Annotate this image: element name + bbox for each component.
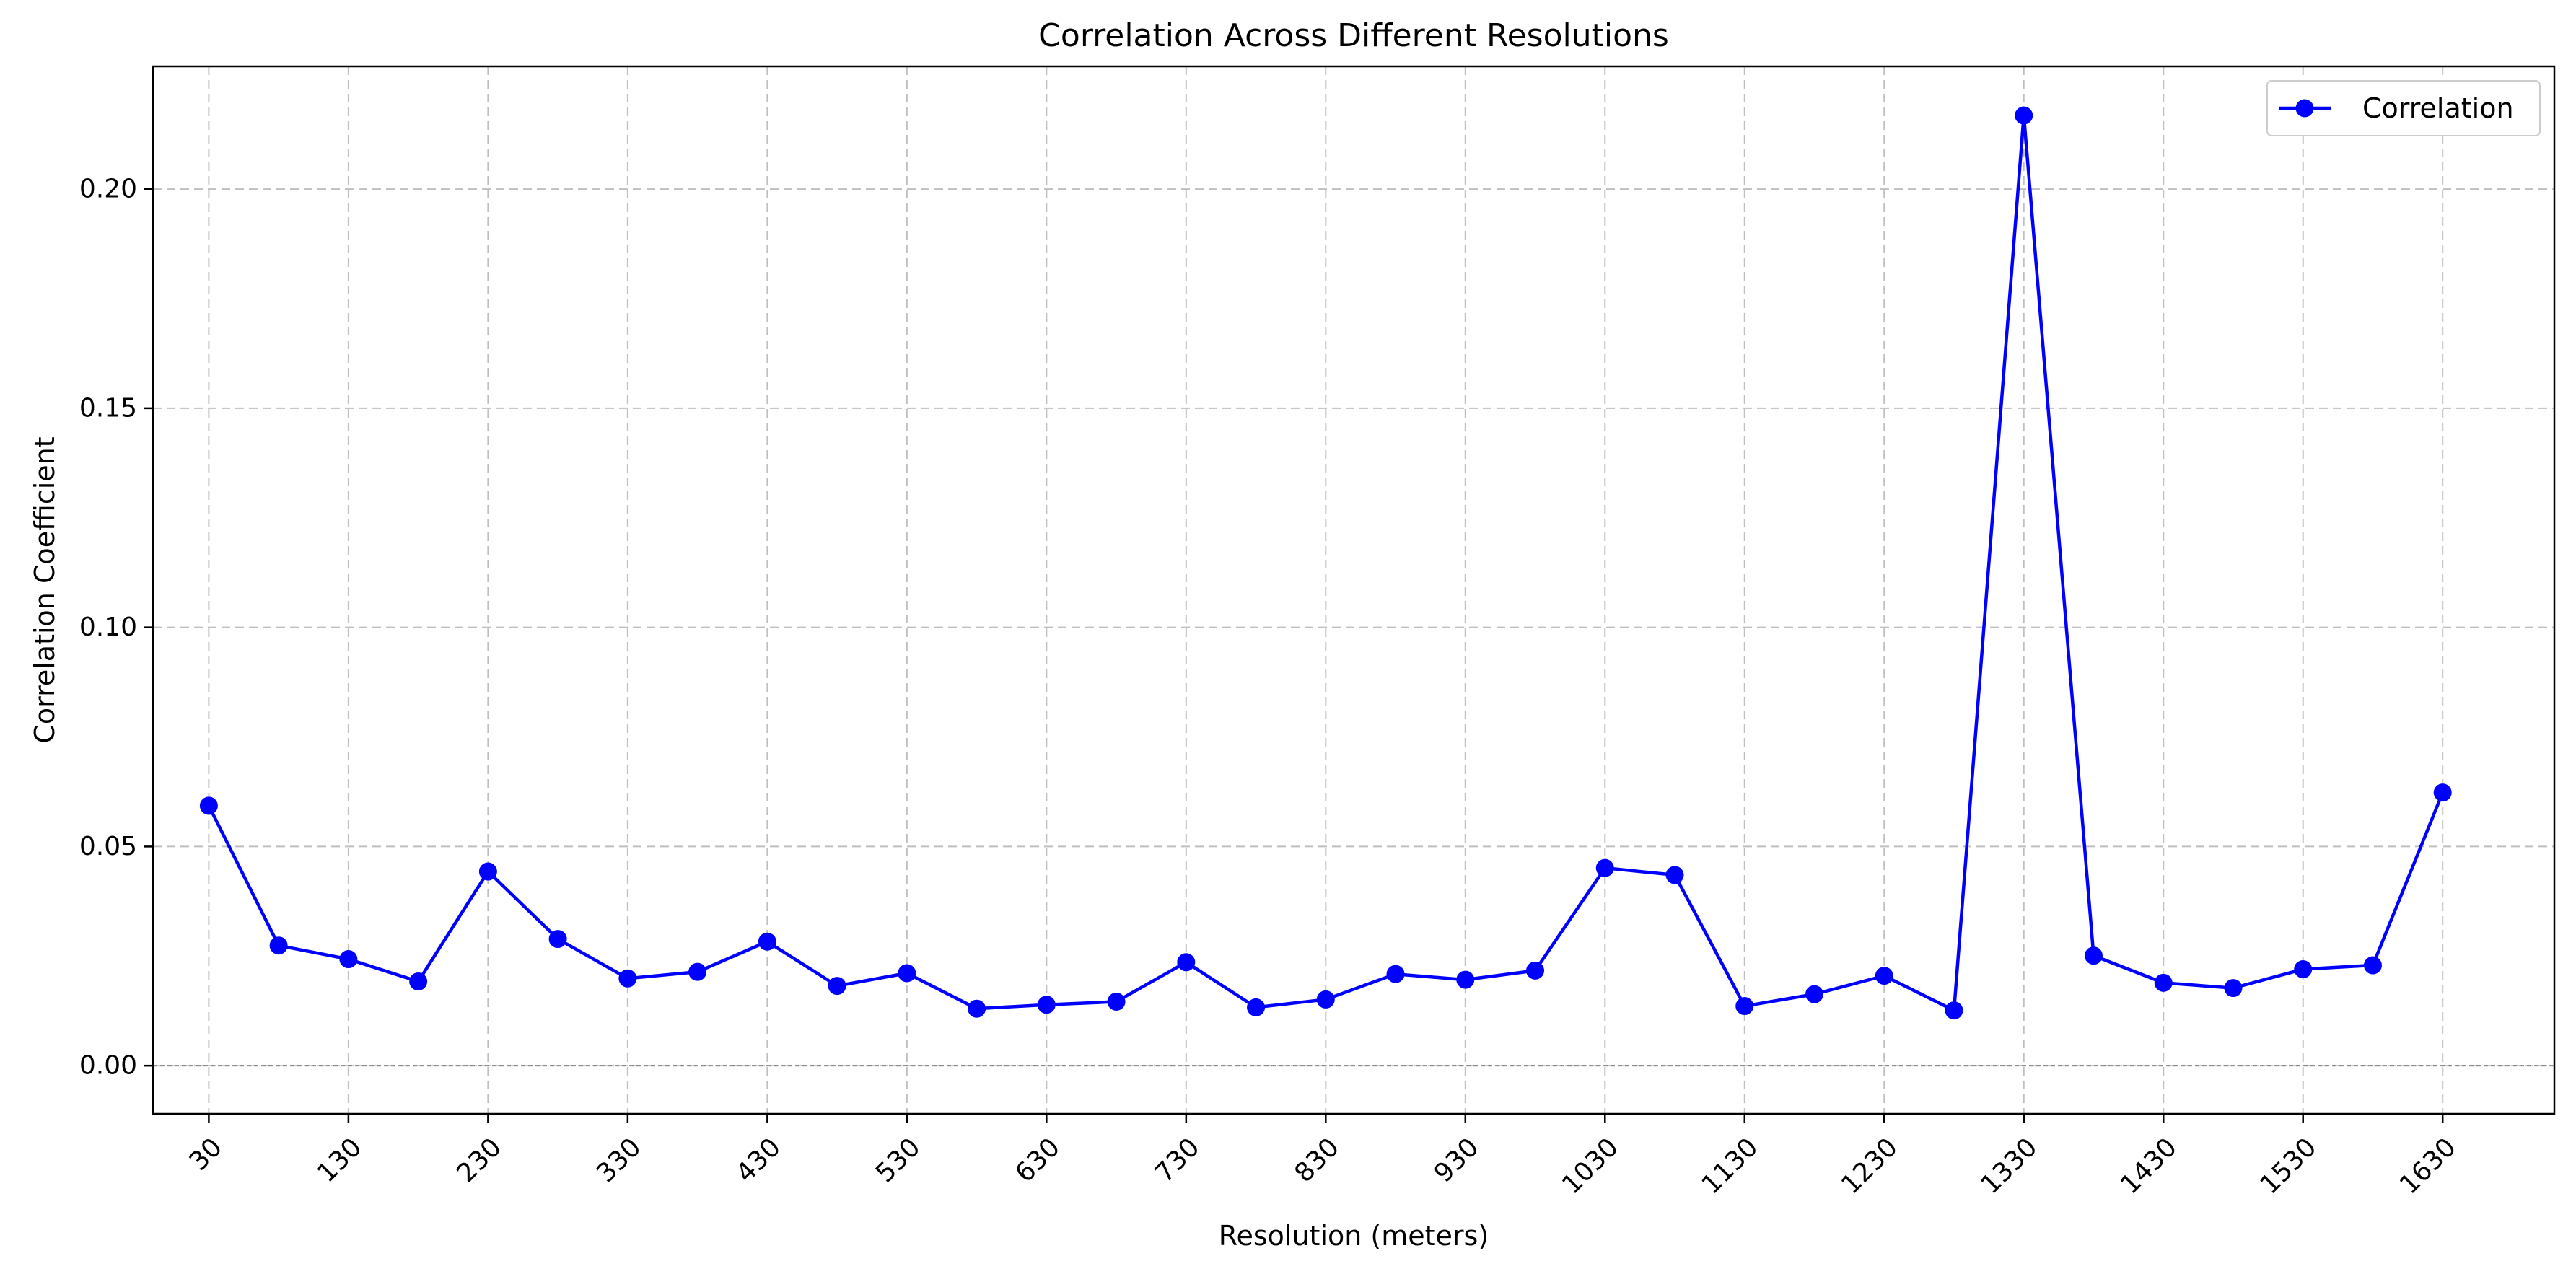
data-point <box>688 962 707 981</box>
y-tick-label: 0.20 <box>79 175 137 204</box>
y-tick-label: 0.05 <box>79 832 137 861</box>
data-point <box>758 932 776 951</box>
data-point <box>1037 996 1056 1014</box>
data-point <box>2294 960 2313 979</box>
data-point <box>1177 953 1196 972</box>
series-layer <box>199 106 2452 1020</box>
legend-box <box>2266 80 2541 136</box>
data-point <box>968 999 986 1018</box>
y-tick-label: 0.15 <box>79 393 137 423</box>
data-point <box>1456 970 1475 989</box>
data-point <box>1107 992 1126 1011</box>
data-point <box>1386 965 1405 983</box>
data-point <box>2363 956 2382 975</box>
data-point <box>1247 998 1266 1016</box>
data-point <box>2084 946 2103 965</box>
data-point <box>2015 106 2033 125</box>
y-axis-label: Correlation Coefficient <box>29 436 61 743</box>
data-point <box>1665 866 1684 884</box>
data-point <box>269 936 288 955</box>
x-axis-label: Resolution (meters) <box>1219 1220 1489 1252</box>
data-point <box>1595 858 1614 877</box>
y-tick-label: 0.10 <box>79 612 137 642</box>
data-point <box>1945 1001 1963 1020</box>
data-point <box>1316 990 1335 1009</box>
data-point <box>548 930 567 949</box>
data-point <box>478 862 497 881</box>
legend: Correlation <box>2266 80 2541 136</box>
data-point <box>898 964 916 983</box>
data-point <box>199 796 218 815</box>
data-point <box>828 977 846 996</box>
data-point <box>1526 961 1545 980</box>
data-point <box>1875 967 1893 985</box>
chart-title: Correlation Across Different Resolutions <box>1038 17 1669 54</box>
data-point <box>2154 973 2173 992</box>
y-axis-ticks: 0.00 0.05 0.10 0.15 0.20 <box>79 175 153 1081</box>
data-point <box>618 969 637 988</box>
data-point <box>1805 985 1824 1003</box>
data-point <box>409 972 428 991</box>
legend-label: Correlation <box>2362 92 2514 124</box>
plot-frame <box>152 65 2556 1115</box>
data-point <box>339 950 358 969</box>
y-tick-label: 0.00 <box>79 1051 137 1081</box>
data-point <box>1735 997 1754 1016</box>
data-point <box>2224 979 2243 998</box>
legend-marker-swatch <box>2295 99 2314 118</box>
data-point <box>2433 783 2452 802</box>
